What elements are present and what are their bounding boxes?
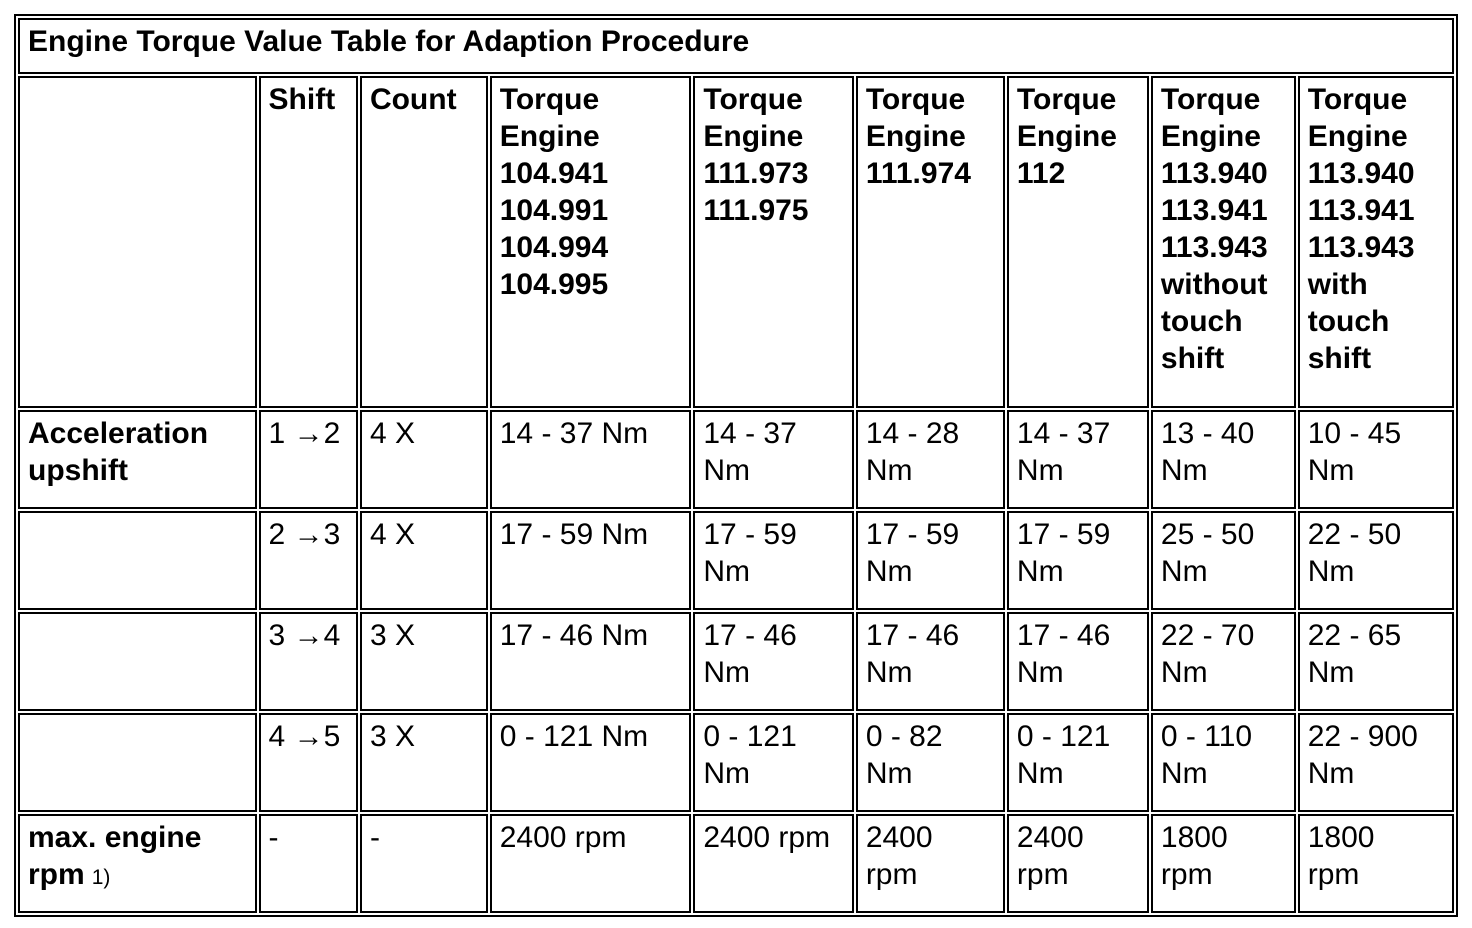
table-row-shift-2-3: 2 →3 4 X 17 - 59 Nm 17 - 59 Nm 17 - 59 N… [18, 511, 1454, 610]
page-title: Engine Torque Value Table for Adaption P… [18, 18, 1454, 74]
header-cell-blank [18, 76, 257, 408]
title-row: Engine Torque Value Table for Adaption P… [18, 18, 1454, 74]
cell-rpm: 1800 rpm [1297, 814, 1454, 913]
footnote-ref: 1) [91, 866, 111, 889]
cell-count: 3 X [359, 713, 488, 812]
cell-torque: 0 - 121 Nm [693, 713, 854, 812]
cell-rpm: 2400 rpm [855, 814, 1005, 913]
cell-torque: 17 - 59 Nm [693, 511, 854, 610]
cell-torque: 0 - 110 Nm [1150, 713, 1296, 812]
cell-torque: 25 - 50 Nm [1150, 511, 1296, 610]
cell-count: 4 X [359, 511, 488, 610]
row-label [18, 713, 257, 812]
cell-torque: 22 - 50 Nm [1297, 511, 1454, 610]
cell-shift: 3 →4 [258, 612, 358, 711]
cell-torque: 14 - 28 Nm [855, 410, 1005, 509]
cell-torque: 17 - 46 Nm [693, 612, 854, 711]
header-cell-engine-104: Torque Engine 104.941 104.991 104.994 10… [489, 76, 692, 408]
header-cell-engine-113-with: Torque Engine 113.940 113.941 113.943 wi… [1297, 76, 1454, 408]
cell-torque: 10 - 45 Nm [1297, 410, 1454, 509]
row-label-max-rpm: max. engine rpm 1) [18, 814, 257, 913]
cell-shift: - [258, 814, 358, 913]
cell-rpm: 2400 rpm [693, 814, 854, 913]
cell-rpm: 2400 rpm [1006, 814, 1149, 913]
header-cell-engine-111-973: Torque Engine 111.973 111.975 [693, 76, 854, 408]
cell-torque: 17 - 46 Nm [1006, 612, 1149, 711]
row-label [18, 511, 257, 610]
header-row: Shift Count Torque Engine 104.941 104.99… [18, 76, 1454, 408]
table-row-max-rpm: max. engine rpm 1) - - 2400 rpm 2400 rpm … [18, 814, 1454, 913]
row-label: Acceleration upshift [18, 410, 257, 509]
cell-count: 3 X [359, 612, 488, 711]
cell-torque: 13 - 40 Nm [1150, 410, 1296, 509]
cell-torque: 17 - 46 Nm [489, 612, 692, 711]
cell-torque: 14 - 37 Nm [693, 410, 854, 509]
header-cell-shift: Shift [258, 76, 358, 408]
engine-torque-table: Engine Torque Value Table for Adaption P… [14, 14, 1458, 917]
table-row-shift-4-5: 4 →5 3 X 0 - 121 Nm 0 - 121 Nm 0 - 82 Nm… [18, 713, 1454, 812]
header-cell-engine-111-974: Torque Engine 111.974 [855, 76, 1005, 408]
cell-torque: 17 - 59 Nm [855, 511, 1005, 610]
row-label-text: max. engine rpm [28, 821, 202, 891]
cell-torque: 0 - 121 Nm [489, 713, 692, 812]
header-cell-count: Count [359, 76, 488, 408]
cell-torque: 0 - 121 Nm [1006, 713, 1149, 812]
table-row-shift-1-2: Acceleration upshift 1 →2 4 X 14 - 37 Nm… [18, 410, 1454, 509]
cell-shift: 4 →5 [258, 713, 358, 812]
header-cell-engine-112: Torque Engine 112 [1006, 76, 1149, 408]
cell-count: - [359, 814, 488, 913]
row-label [18, 612, 257, 711]
cell-count: 4 X [359, 410, 488, 509]
cell-shift: 2 →3 [258, 511, 358, 610]
cell-torque: 17 - 59 Nm [1006, 511, 1149, 610]
cell-torque: 0 - 82 Nm [855, 713, 1005, 812]
cell-torque: 22 - 70 Nm [1150, 612, 1296, 711]
cell-torque: 17 - 59 Nm [489, 511, 692, 610]
cell-rpm: 1800 rpm [1150, 814, 1296, 913]
table-row-shift-3-4: 3 →4 3 X 17 - 46 Nm 17 - 46 Nm 17 - 46 N… [18, 612, 1454, 711]
header-cell-engine-113-without: Torque Engine 113.940 113.941 113.943 wi… [1150, 76, 1296, 408]
cell-torque: 22 - 65 Nm [1297, 612, 1454, 711]
cell-torque: 14 - 37 Nm [1006, 410, 1149, 509]
cell-torque: 17 - 46 Nm [855, 612, 1005, 711]
cell-shift: 1 →2 [258, 410, 358, 509]
cell-torque: 22 - 900 Nm [1297, 713, 1454, 812]
cell-torque: 14 - 37 Nm [489, 410, 692, 509]
cell-rpm: 2400 rpm [489, 814, 692, 913]
